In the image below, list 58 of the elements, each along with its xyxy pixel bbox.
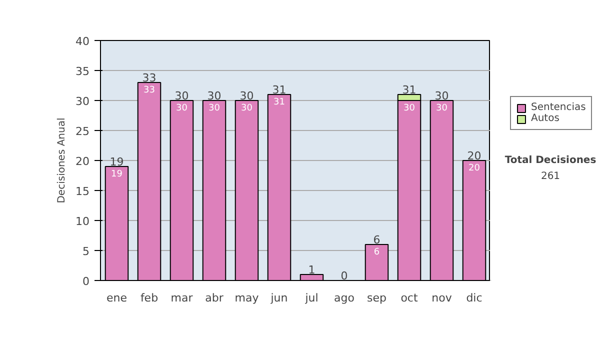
x-tick-label: abr [205,292,224,304]
x-tick-label: mar [170,292,194,304]
bar [104,166,129,280]
total-label: 30 [434,90,449,102]
total-label: 33 [142,72,156,84]
data-label: 33 [144,86,155,96]
data-label: 30 [404,104,416,114]
data-label: 30 [176,104,188,114]
data-label: 31 [274,98,285,108]
text: 261 [540,170,560,182]
y-tick-label: 15 [76,185,90,198]
total-label: 6 [373,234,380,246]
y-tick-label: 0 [82,275,90,288]
y-tick-label: 30 [76,95,90,108]
data-label: 30 [241,104,253,114]
total-label: 31 [402,84,416,96]
text: Total Decisiones [504,155,596,166]
total-label: 30 [207,90,222,102]
x-tick-label: may [234,292,260,304]
legend-label: Autos [531,113,560,124]
x-tick-label: dic [466,292,482,304]
x-tick-label: oct [400,292,418,304]
data-label: 30 [436,104,448,114]
x-tick-label: ene [106,292,128,304]
bar [430,100,454,280]
total-label: 20 [467,150,482,162]
y-tick-label: 10 [76,215,90,228]
x-tick-label: sep [367,292,387,304]
total-label: 30 [240,90,254,102]
x-tick-label: feb [140,292,158,304]
bar [300,274,324,280]
legend-label: Sentencias [531,102,586,113]
total-label: 19 [110,156,124,168]
bar [234,100,259,280]
x-tick-label: jul [304,292,318,304]
bar [364,244,389,280]
y-tick-label: 20 [76,155,90,168]
bar [137,82,162,280]
y-tick-label: 5 [82,245,90,258]
total-label: 0 [340,270,348,282]
y-axis-title: Decisiones Anual [56,118,68,204]
data-label: 6 [374,248,380,258]
bar [202,100,226,280]
total-label: 1 [308,264,316,276]
y-tick-label: 25 [76,125,90,138]
data-label: 20 [468,164,480,174]
total-label: 30 [174,90,189,102]
x-tick-label: jun [270,292,288,304]
bar [170,100,194,280]
y-tick-label: 35 [76,65,90,78]
data-label: 19 [111,170,123,180]
x-tick-label: ago [334,292,355,304]
y-tick-label: 40 [76,35,90,48]
total-label: 31 [272,84,286,96]
x-tick-label: nov [432,292,452,304]
bar [462,160,486,280]
data-label: 30 [208,104,220,114]
bar [267,94,292,280]
